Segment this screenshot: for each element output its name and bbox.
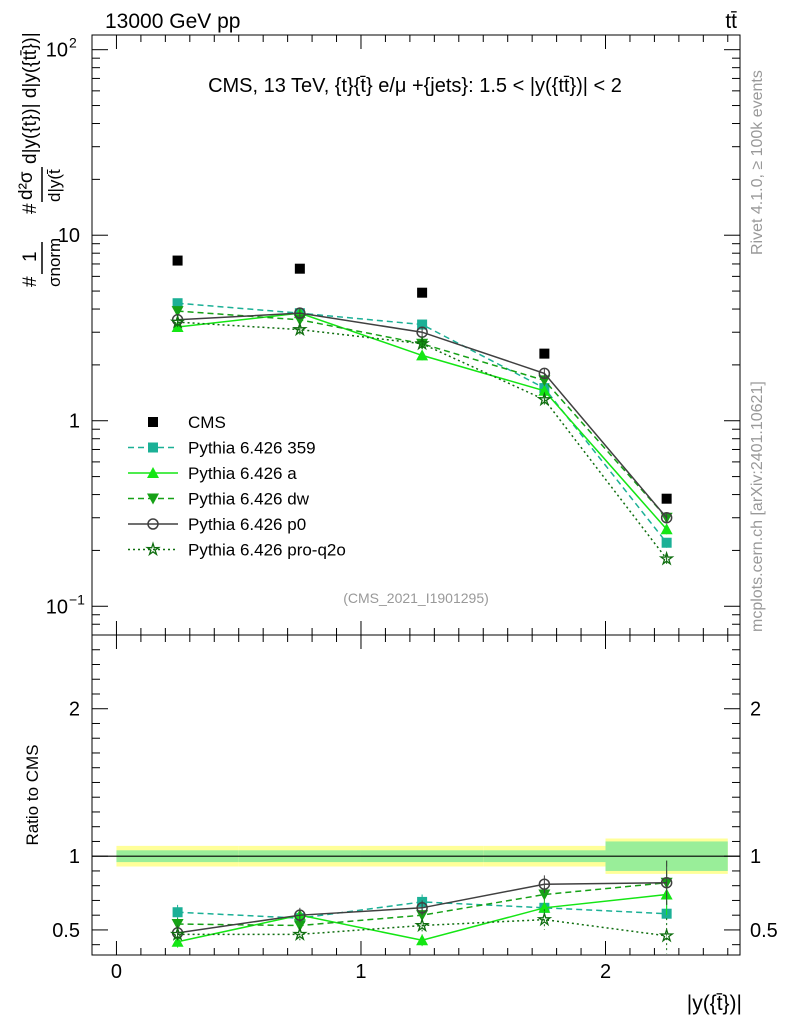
y-tick-label: 10 (46, 40, 68, 62)
series-point (169, 313, 186, 329)
legend-marker-cms (148, 417, 158, 427)
ratio-point (660, 876, 673, 889)
legend-marker (147, 518, 159, 530)
legend-marker (145, 541, 161, 557)
uncertainty-bands (92, 838, 740, 874)
series-point (536, 391, 553, 407)
ratio-point (293, 920, 306, 932)
ratio-point (292, 926, 308, 941)
x-axis-label: |y({t̄})| (687, 992, 742, 1015)
ratio-point (538, 878, 551, 890)
y-tick-label-exponent: 2 (69, 35, 77, 51)
series-point (538, 367, 551, 380)
ratio-point (538, 901, 551, 913)
ratio-point (538, 889, 551, 901)
ratio-tick-label-right: 1 (750, 846, 761, 868)
ratio-point (416, 910, 429, 922)
data-points (172, 255, 672, 504)
series-point (658, 550, 675, 566)
y-tick-label: 10 (46, 596, 68, 618)
header-left: 13000 GeV pp (105, 10, 240, 33)
ratio-point (536, 911, 553, 927)
series-point (171, 306, 184, 318)
ratio-point (416, 902, 428, 914)
y-axis-label-dsigma: d²σ (16, 171, 37, 200)
y-tick-label: 10 (58, 225, 80, 247)
series-point (660, 523, 673, 535)
legend-marker (148, 442, 158, 453)
series-point (538, 384, 551, 396)
series-point (417, 319, 428, 330)
analysis-reference: (CMS_2021_I1901295) (343, 590, 489, 606)
ratio-tick-label-right: 2 (750, 699, 761, 721)
data-point (661, 493, 672, 504)
ratio-point (294, 909, 306, 921)
x-tick-label: 1 (355, 961, 366, 983)
y-axis-label-sigma-norm: σnorm (45, 238, 64, 287)
ratio-y-axis-label: Ratio to CMS (23, 744, 42, 845)
rivet-version-note: Rivet 4.1.0, ≥ 100k events (749, 70, 766, 255)
legend: CMS Pythia 6.426 359 Pythia 6.426 a Pythia … (128, 413, 346, 560)
y-axis-label-denominator: d|y(t̄ (45, 169, 64, 202)
ratio-tick-label-left: 2 (69, 699, 80, 721)
ratio-curves (169, 860, 675, 954)
ratio-point (658, 927, 675, 943)
ratio-point (414, 917, 430, 933)
series-point (294, 307, 306, 319)
ratio-point (172, 907, 183, 918)
ratio-point (171, 919, 184, 931)
data-point (539, 348, 550, 359)
legend-label: Pythia 6.426 dw (188, 490, 310, 509)
ratio-point (169, 926, 186, 941)
x-tick-label: 0 (111, 961, 122, 983)
legend-label: Pythia 6.426 p0 (188, 515, 306, 534)
ratio-point (171, 935, 184, 947)
ratio-line (177, 918, 667, 937)
legend-label-cms: CMS (188, 413, 226, 432)
series-point (661, 537, 672, 548)
data-point (172, 255, 183, 266)
legend-label: Pythia 6.426 359 (188, 439, 316, 458)
series-point (416, 349, 429, 361)
chart-title: CMS, 13 TeV, {t}{t̄} e/μ +{jets}: 1.5 < … (208, 75, 622, 97)
ratio-plot-frame (91, 634, 741, 956)
ratio-point (416, 934, 429, 946)
x-tick-label: 2 (600, 961, 611, 983)
header-right: tt̄ (725, 10, 737, 33)
data-point (294, 263, 305, 274)
series-point (660, 511, 673, 524)
ratio-tick-label-left: 1 (69, 846, 80, 868)
mcplots-note: mcplots.cern.ch [arXiv:2401.10621] (749, 381, 766, 632)
data-point (417, 287, 428, 298)
y-tick-label-exponent: −1 (69, 591, 85, 607)
y-tick-label: 1 (69, 411, 80, 433)
series-line (177, 310, 668, 519)
ratio-tick-label-right: 0.5 (750, 920, 778, 942)
series-point (172, 298, 183, 309)
y-axis-label: # 1 σnorm # d²σ d|y(t̄ d|y({t})| d|y({tt… (16, 32, 64, 287)
series-point (292, 321, 308, 337)
legend-marker (147, 493, 159, 505)
y-axis-label-numerator: d|y({t})| d|y({tt̄})| (20, 32, 41, 164)
legend-marker (147, 467, 159, 478)
y-axis-label-hash2: # (20, 203, 41, 214)
ratio-tick-label-left: 0.5 (52, 920, 80, 942)
y-axis-label-one: 1 (20, 251, 41, 262)
legend-label: Pythia 6.426 a (188, 464, 297, 483)
series-point (414, 335, 430, 351)
mc-curves (169, 298, 675, 566)
y-axis-label-hash1: # (20, 276, 41, 287)
legend-label: Pythia 6.426 pro-q2o (188, 541, 346, 560)
